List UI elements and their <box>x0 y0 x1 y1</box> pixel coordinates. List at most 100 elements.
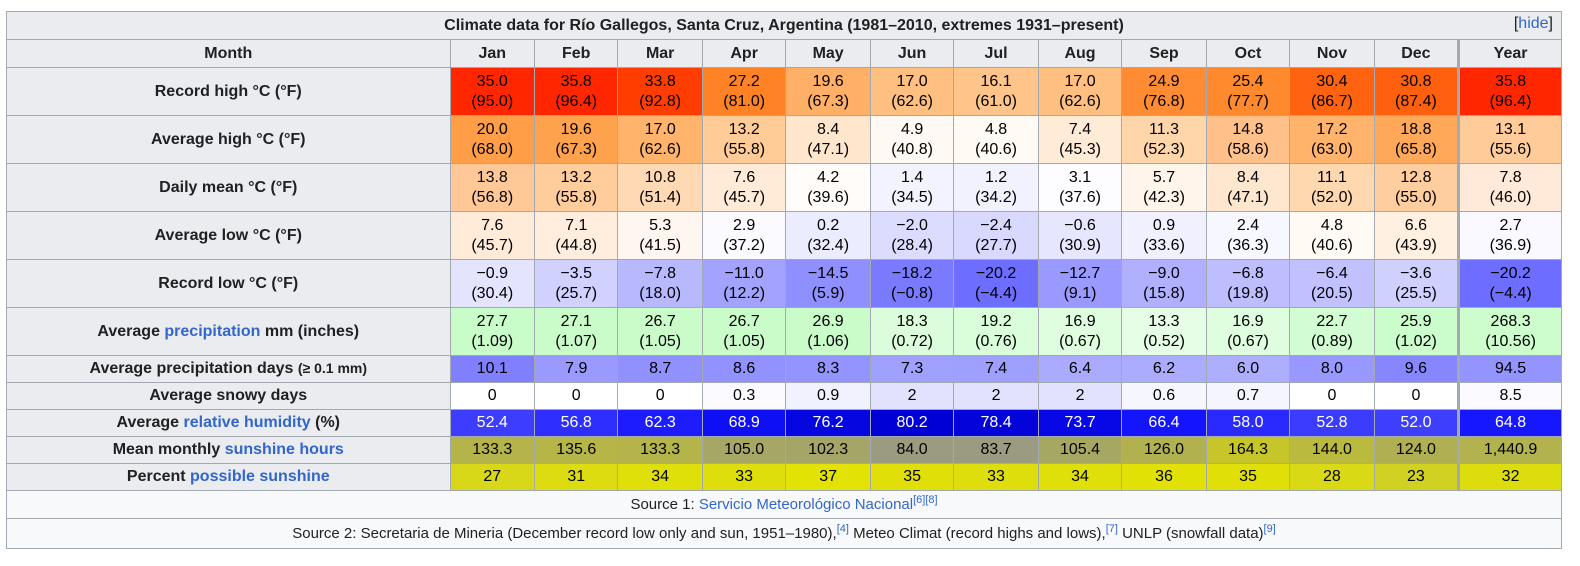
data-cell: 84.0 <box>869 436 955 464</box>
cell-value: −14.5 <box>807 264 849 282</box>
data-cell: −11.0 (12.2) <box>701 259 787 308</box>
source-2-part-3: UNLP (snowfall data) <box>1117 525 1264 542</box>
cell-value-fahrenheit: (96.4) <box>1489 92 1532 110</box>
cell-value-fahrenheit: (47.1) <box>1227 188 1269 206</box>
cell-value-fahrenheit: (37.6) <box>1059 188 1101 206</box>
cell-value: 11.3 <box>1149 120 1179 138</box>
year-cell: 64.8 <box>1457 409 1562 437</box>
data-cell: 34 <box>617 463 703 491</box>
source-1-ref-a[interactable]: [6] <box>913 494 925 506</box>
cell-value-fahrenheit: (55.8) <box>555 188 598 206</box>
row-label: Mean monthly <box>112 441 225 458</box>
hide-toggle[interactable]: [hide] <box>1514 15 1553 33</box>
cell-value: 5.3 <box>649 216 672 234</box>
cell-value-fahrenheit: (1.02) <box>1395 332 1437 350</box>
data-cell: 1.2 (34.2) <box>953 163 1039 212</box>
data-cell: 7.6 (45.7) <box>449 211 535 260</box>
data-cell: 4.2 (39.6) <box>785 163 871 212</box>
data-cell: −0.6 (30.9) <box>1037 211 1123 260</box>
data-cell: −3.6 (25.5) <box>1373 259 1460 308</box>
data-cell: 78.4 <box>953 409 1039 437</box>
cell-value: 4.8 <box>1320 216 1344 234</box>
row-header: Average precipitation days (≥ 0.1 mm) <box>6 355 451 383</box>
cell-value: 78.4 <box>980 414 1012 431</box>
data-cell: 30.4 (86.7) <box>1289 67 1375 116</box>
data-cell: 35.8 (96.4) <box>533 67 619 116</box>
data-cell: 2 <box>1037 382 1123 410</box>
cell-value: −20.2 <box>975 264 1017 282</box>
cell-value: 6.0 <box>1236 360 1260 377</box>
data-cell: 14.8 (58.6) <box>1205 115 1291 164</box>
cell-value: 2 <box>1075 387 1085 404</box>
data-cell: 0.7 <box>1205 382 1291 410</box>
cell-value: −2.0 <box>896 216 928 234</box>
cell-value: 13.3 <box>1148 312 1180 330</box>
hide-link[interactable]: hide <box>1518 15 1549 32</box>
source-1-ref-b[interactable]: [8] <box>925 494 937 506</box>
ref-link-9[interactable]: [9] <box>1263 523 1276 535</box>
row-label: Average <box>97 322 165 340</box>
data-cell: 18.8 (65.8) <box>1373 115 1460 164</box>
cell-value-fahrenheit: (9.1) <box>1063 284 1097 302</box>
cell-value: 25.4 <box>1232 72 1264 90</box>
cell-value-fahrenheit: (0.76) <box>975 332 1017 350</box>
data-cell: 10.1 <box>449 355 535 383</box>
data-cell: 34 <box>1037 463 1123 491</box>
cell-value: 31 <box>567 468 586 485</box>
cell-value: 19.6 <box>812 72 844 90</box>
data-cell: 56.8 <box>533 409 619 437</box>
source-1-row: Source 1: Servicio Meteorológico Naciona… <box>6 490 1562 519</box>
data-cell: 2 <box>869 382 955 410</box>
cell-value: 66.4 <box>1148 414 1180 431</box>
cell-value: 20.0 <box>476 120 508 138</box>
cell-value: 0 <box>571 387 581 404</box>
row-header: Average low °C (°F) <box>6 211 451 260</box>
data-cell: 58.0 <box>1205 409 1291 437</box>
cell-value: 4.2 <box>817 168 840 186</box>
year-cell: 32 <box>1457 463 1562 491</box>
data-cell: 4.8 (40.6) <box>953 115 1039 164</box>
data-cell: 105.0 <box>701 436 787 464</box>
data-cell: 23 <box>1373 463 1460 491</box>
month-header: Month <box>6 39 451 68</box>
cell-value-fahrenheit: (62.6) <box>639 140 682 158</box>
cell-value: 1.2 <box>984 168 1008 186</box>
ref-link-6[interactable]: [6] <box>913 494 926 506</box>
source-1-link[interactable]: Servicio Meteorológico Nacional <box>698 496 914 513</box>
row-header: Average snowy days <box>6 382 451 410</box>
month-header-dec: Dec <box>1373 39 1460 68</box>
data-cell: 0.9 (33.6) <box>1121 211 1207 260</box>
data-cell: 26.7 (1.05) <box>617 307 703 356</box>
cell-value: 102.3 <box>808 441 849 458</box>
row-label-link[interactable]: sunshine hours <box>224 441 344 458</box>
data-cell: 17.2 (63.0) <box>1289 115 1375 164</box>
cell-value: 7.6 <box>733 168 756 186</box>
data-cell: 26.9 (1.06) <box>785 307 871 356</box>
cell-value: 32 <box>1501 468 1520 485</box>
cell-value: 56.8 <box>560 414 592 431</box>
cell-value-fahrenheit: (68.0) <box>471 140 514 158</box>
cell-value-fahrenheit: (36.9) <box>1489 236 1532 254</box>
cell-value: 7.6 <box>481 216 504 234</box>
source-2-part-2: Meteo Climat (record highs and lows), <box>848 525 1106 542</box>
data-cell: 6.6 (43.9) <box>1373 211 1460 260</box>
row-label-link[interactable]: relative humidity <box>183 414 311 431</box>
row-label: Average high °C (°F) <box>151 130 306 148</box>
cell-value: 27.2 <box>728 72 760 90</box>
ref-link-7[interactable]: [7] <box>1105 523 1118 535</box>
ref-link-8[interactable]: [8] <box>925 494 938 506</box>
cell-value: 73.7 <box>1064 414 1096 431</box>
cell-value: 8.7 <box>649 360 672 377</box>
cell-value: 62.3 <box>644 414 676 431</box>
row-label-link[interactable]: possible sunshine <box>190 468 330 485</box>
month-header-nov: Nov <box>1289 39 1375 68</box>
data-cell: 26.7 (1.05) <box>701 307 787 356</box>
row-label-link[interactable]: precipitation <box>164 322 261 340</box>
cell-value: 34 <box>1071 468 1089 485</box>
data-cell: 0 <box>1373 382 1460 410</box>
cell-value-fahrenheit: (41.5) <box>639 236 682 254</box>
year-cell: 268.3 (10.56) <box>1457 307 1562 356</box>
data-cell: 7.6 (45.7) <box>701 163 787 212</box>
data-cell: 80.2 <box>869 409 955 437</box>
ref-link-4[interactable]: [4] <box>836 523 849 535</box>
